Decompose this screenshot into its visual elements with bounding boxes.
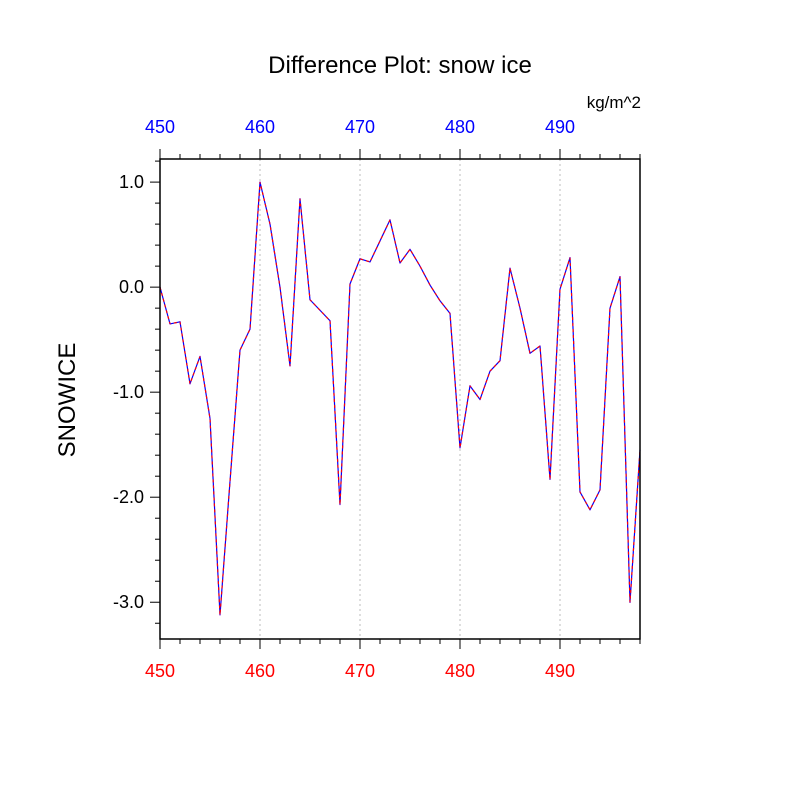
data-point [399,262,401,264]
data-point [469,385,471,387]
data-point [319,309,321,311]
x-tick-label-bottom: 450 [145,661,175,681]
data-point [339,503,341,506]
y-tick-label: -3.0 [113,592,144,612]
y-tick-label: 0.0 [119,277,144,297]
data-point [269,223,271,225]
data-point [189,383,191,385]
x-tick-label-top: 450 [145,117,175,137]
data-point [409,248,411,250]
data-point [309,299,311,301]
data-point [359,258,361,260]
data-point [479,398,481,401]
x-tick-label-bottom: 460 [245,661,275,681]
series-group [159,181,641,616]
data-point [599,489,601,491]
data-point [429,284,431,286]
data-point [559,288,561,290]
data-point [209,417,211,420]
data-point [499,360,501,362]
data-point [349,283,351,285]
y-axis-label: SNOWICE [54,343,81,458]
data-point [539,345,541,347]
grid [259,159,561,639]
x-tick-label-bottom: 480 [445,661,475,681]
y-tick-label: 1.0 [119,172,144,192]
data-point [529,352,531,354]
data-point [609,307,611,309]
data-point [449,312,451,314]
data-point [549,478,551,480]
series-line-dashed [159,181,641,616]
data-point [279,286,281,288]
plot-frame [159,158,641,640]
data-point [369,261,371,263]
data-point [329,320,331,322]
x-tick-label-bottom: 490 [545,661,575,681]
series-line [159,181,641,616]
data-point [199,355,201,358]
x-tick-label-top: 460 [245,117,275,137]
data-point [219,614,221,616]
data-point [249,328,251,330]
tick-labels: 450 460 470 480 490 450 460 470 480 490 1.0 0.0 -1.0… [113,117,575,681]
units-label: kg/m^2 [587,93,641,112]
axis-ticks [150,149,641,649]
data-point [299,198,301,200]
data-point [229,480,231,483]
data-point [239,349,241,351]
data-point [419,265,421,267]
data-point [389,219,391,221]
data-point [629,601,631,603]
data-point [589,509,591,511]
data-point [379,240,381,242]
data-point [179,321,181,323]
x-tick-label-bottom: 470 [345,661,375,681]
data-point [619,276,621,278]
chart-title: Difference Plot: snow ice [268,52,532,79]
data-point [459,447,461,449]
x-tick-label-top: 480 [445,117,475,137]
x-tick-label-top: 490 [545,117,575,137]
data-point [259,181,261,183]
y-tick-label: -1.0 [113,382,144,402]
x-tick-label-top: 470 [345,117,375,137]
y-tick-label: -2.0 [113,487,144,507]
data-point [169,323,171,325]
data-point [579,491,581,493]
data-point [439,300,441,302]
data-point [289,365,291,367]
data-point [569,257,571,259]
data-point [489,370,491,372]
data-point [509,267,511,269]
data-point [519,307,521,309]
